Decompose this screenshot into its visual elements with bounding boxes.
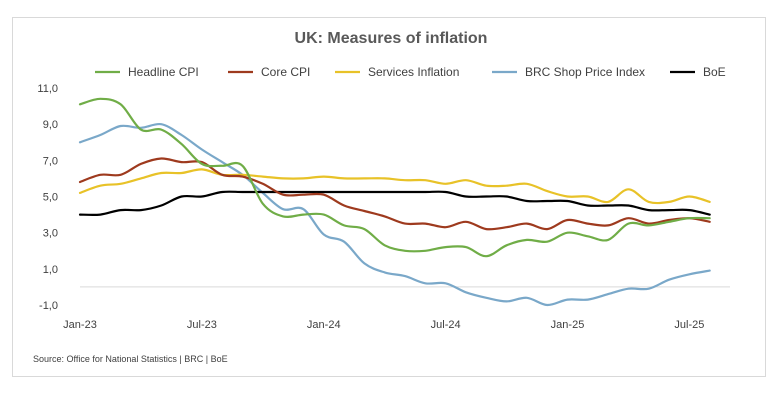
series-line-headline-cpi xyxy=(78,97,711,258)
y-tick-label: 3,0 xyxy=(43,228,58,240)
y-tick-label: 7,0 xyxy=(43,155,58,167)
chart-title: UK: Measures of inflation xyxy=(294,30,488,47)
x-tick-label: Jul-25 xyxy=(674,319,704,331)
x-tick-label: Jul-23 xyxy=(187,319,217,331)
y-tick-label: 5,0 xyxy=(43,192,58,204)
x-tick-label: Jan-23 xyxy=(63,319,97,331)
series-line-core-cpi xyxy=(78,157,711,231)
x-tick-label: Jul-24 xyxy=(431,319,461,331)
legend-label: Services Inflation xyxy=(368,65,459,79)
source-note: Source: Office for National Statistics |… xyxy=(33,354,228,364)
y-tick-label: 9,0 xyxy=(43,119,58,131)
legend-label: Headline CPI xyxy=(128,65,199,79)
legend-label: Core CPI xyxy=(261,65,310,79)
series-line-boe xyxy=(78,190,711,217)
x-tick-label: Jan-24 xyxy=(307,319,341,331)
legend-label: BRC Shop Price Index xyxy=(525,65,645,79)
legend-label: BoE xyxy=(703,65,726,79)
y-tick-label: 11,0 xyxy=(37,83,58,95)
x-tick-label: Jan-25 xyxy=(551,319,585,331)
series-line-services-inflation xyxy=(78,168,711,205)
series-line-brc-shop-price-index xyxy=(78,122,711,307)
y-tick-label: -1,0 xyxy=(39,300,58,312)
y-tick-label: 1,0 xyxy=(43,264,58,276)
